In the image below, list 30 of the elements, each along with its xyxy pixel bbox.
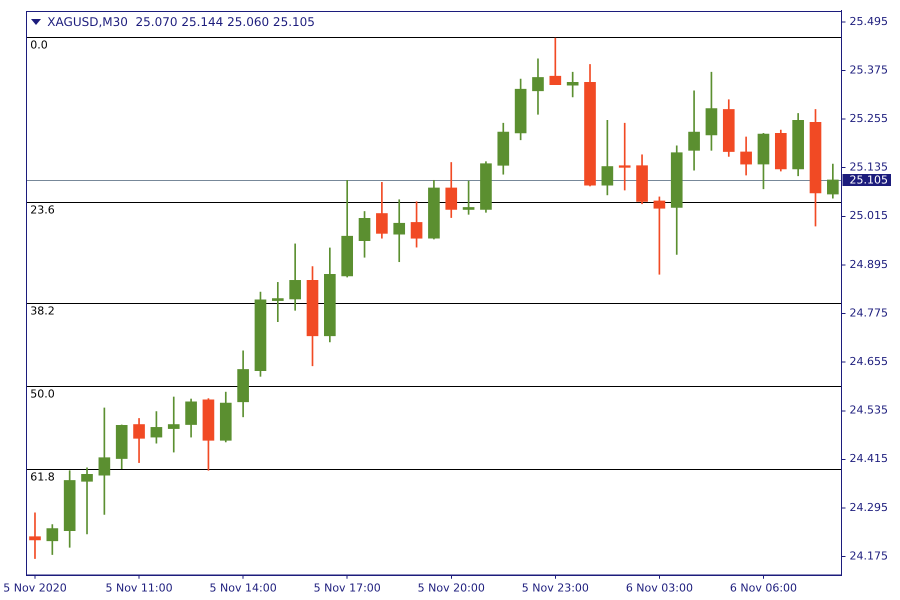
chart-title: XAGUSD,M30 25.070 25.144 25.060 25.105 <box>47 14 315 29</box>
annotation: 50.0 <box>30 387 55 400</box>
x-tick-label: 5 Nov 20:00 <box>418 581 485 594</box>
y-tick-label: 24.535 <box>850 404 888 417</box>
annotation: 38.2 <box>30 304 55 318</box>
annotation: 61.8 <box>30 470 55 484</box>
y-tick-label: 25.255 <box>850 112 888 126</box>
x-tick-label: 5 Nov 11:00 <box>105 581 173 594</box>
y-tick-label: 24.775 <box>850 306 888 320</box>
candlestick <box>81 468 93 534</box>
y-tick-label: 25.375 <box>850 63 888 76</box>
candlestick <box>29 512 41 559</box>
y-tick-label: 24.295 <box>850 500 888 514</box>
x-tick-label: 5 Nov 17:00 <box>314 581 381 594</box>
candlestick <box>532 58 544 115</box>
x-tick-label: 6 Nov 03:00 <box>626 581 693 594</box>
x-tick-label: 5 Nov 14:00 <box>210 581 277 594</box>
y-tick-label: 24.175 <box>850 549 888 562</box>
ref-line-label: 25.105 <box>850 173 888 186</box>
y-tick-label: 25.135 <box>850 160 888 174</box>
x-tick-label: 5 Nov 23:00 <box>522 581 589 594</box>
y-tick-label: 24.415 <box>850 452 888 466</box>
y-tick-label: 24.655 <box>850 355 888 368</box>
x-tick-label: 5 Nov 2020 <box>3 581 67 594</box>
y-tick-label: 25.015 <box>850 209 888 222</box>
y-tick-label: 25.495 <box>850 14 888 28</box>
x-tick-label: 6 Nov 06:00 <box>730 581 798 594</box>
annotation: 0.0 <box>30 38 48 52</box>
y-tick-label: 24.895 <box>850 258 888 271</box>
annotation: 23.6 <box>30 203 55 216</box>
